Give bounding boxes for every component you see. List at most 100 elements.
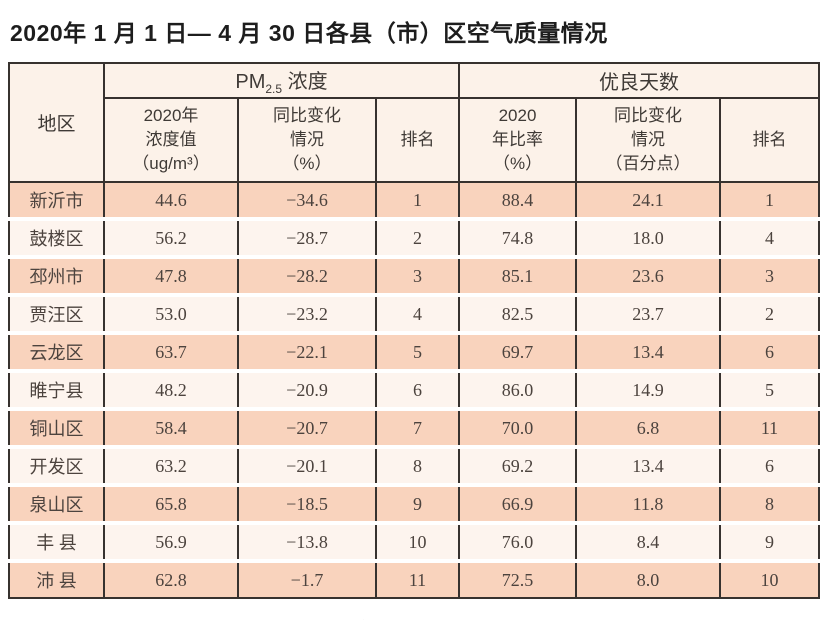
cell-pm-rank: 9 [374,485,461,525]
table-row: 新沂市 44.6 −34.6 1 88.4 24.1 1 [8,182,821,221]
cell-region: 云龙区 [8,333,105,373]
footnote: 注:1.“−”表示下降或减少;2.表中数据采用实况数据统计。 [10,615,825,620]
cell-pm-change: −34.6 [237,182,377,221]
header-gd-ratio: 2020 年比率 （%） [458,97,578,183]
cell-pm-value: 63.7 [103,333,239,373]
cell-region: 贾汪区 [8,295,105,335]
header-pm-2020-value: 2020年 浓度值 （ug/m³） [103,97,239,183]
cell-pm-value: 65.8 [103,485,239,525]
page-title: 2020年 1 月 1 日— 4 月 30 日各县（市）区空气质量情况 [10,20,608,46]
cell-gd-change: 24.1 [575,182,722,221]
cell-pm-change: −22.1 [237,333,377,373]
cell-pm-rank: 3 [374,257,461,297]
cell-pm-value: 62.8 [103,561,239,599]
header-gd-rank: 排名 [719,97,821,183]
cell-gd-ratio: 66.9 [458,485,578,525]
cell-gd-rank: 4 [719,219,821,259]
cell-gd-change: 23.7 [575,295,722,335]
cell-gd-ratio: 69.2 [458,447,578,487]
cell-pm-value: 44.6 [103,182,239,221]
cell-gd-rank: 9 [719,523,821,563]
cell-pm-value: 58.4 [103,409,239,449]
cell-gd-change: 6.8 [575,409,722,449]
pm25-label-prefix: PM [235,71,266,93]
cell-pm-change: −20.1 [237,447,377,487]
cell-gd-change: 18.0 [575,219,722,259]
cell-region: 邳州市 [8,257,105,297]
cell-gd-ratio: 88.4 [458,182,578,221]
cell-region: 沛 县 [8,561,105,599]
cell-region: 丰 县 [8,523,105,563]
air-quality-table: 地区 PM2.5 浓度 优良天数 2020年 浓度值 （ug/m³） 同比变化 … [8,62,821,599]
cell-pm-change: −28.7 [237,219,377,259]
cell-pm-rank: 7 [374,409,461,449]
cell-gd-change: 14.9 [575,371,722,411]
cell-gd-rank: 8 [719,485,821,525]
table-row: 鼓楼区 56.2 −28.7 2 74.8 18.0 4 [8,219,821,259]
cell-pm-change: −23.2 [237,295,377,335]
cell-gd-change: 13.4 [575,447,722,487]
cell-region: 睢宁县 [8,371,105,411]
table-row: 泉山区 65.8 −18.5 9 66.9 11.8 8 [8,485,821,525]
cell-pm-rank: 6 [374,371,461,411]
table-row: 邳州市 47.8 −28.2 3 85.1 23.6 3 [8,257,821,297]
cell-gd-change: 23.6 [575,257,722,297]
cell-gd-change: 13.4 [575,333,722,373]
cell-gd-rank: 5 [719,371,821,411]
table-row: 铜山区 58.4 −20.7 7 70.0 6.8 11 [8,409,821,449]
cell-gd-ratio: 72.5 [458,561,578,599]
cell-pm-change: −18.5 [237,485,377,525]
cell-gd-rank: 6 [719,447,821,487]
cell-pm-rank: 8 [374,447,461,487]
cell-region: 铜山区 [8,409,105,449]
table-row: 沛 县 62.8 −1.7 11 72.5 8.0 10 [8,561,821,599]
cell-gd-ratio: 85.1 [458,257,578,297]
cell-gd-rank: 2 [719,295,821,335]
cell-gd-ratio: 82.5 [458,295,578,335]
cell-gd-ratio: 76.0 [458,523,578,563]
cell-pm-value: 56.9 [103,523,239,563]
header-pm-change: 同比变化 情况 （%） [237,97,377,183]
table-header: 地区 PM2.5 浓度 优良天数 2020年 浓度值 （ug/m³） 同比变化 … [8,62,821,183]
cell-pm-value: 48.2 [103,371,239,411]
cell-pm-value: 63.2 [103,447,239,487]
cell-gd-ratio: 70.0 [458,409,578,449]
table-row: 丰 县 56.9 −13.8 10 76.0 8.4 9 [8,523,821,563]
cell-region: 泉山区 [8,485,105,525]
cell-pm-value: 53.0 [103,295,239,335]
cell-pm-rank: 4 [374,295,461,335]
table-body: 新沂市 44.6 −34.6 1 88.4 24.1 1 鼓楼区 56.2 −2… [8,182,821,599]
cell-gd-ratio: 74.8 [458,219,578,259]
cell-gd-change: 8.4 [575,523,722,563]
cell-gd-rank: 1 [719,182,821,221]
cell-region: 新沂市 [8,182,105,221]
table-row: 云龙区 63.7 −22.1 5 69.7 13.4 6 [8,333,821,373]
cell-pm-rank: 11 [374,561,461,599]
cell-pm-change: −20.7 [237,409,377,449]
table-row: 贾汪区 53.0 −23.2 4 82.5 23.7 2 [8,295,821,335]
cell-pm-change: −13.8 [237,523,377,563]
header-region: 地区 [8,62,105,183]
header-gd-change: 同比变化 情况 （百分点） [575,97,722,183]
cell-region: 鼓楼区 [8,219,105,259]
cell-gd-rank: 10 [719,561,821,599]
cell-pm-change: −28.2 [237,257,377,297]
cell-gd-rank: 11 [719,409,821,449]
cell-gd-change: 11.8 [575,485,722,525]
cell-pm-rank: 2 [374,219,461,259]
cell-gd-rank: 3 [719,257,821,297]
cell-gd-rank: 6 [719,333,821,373]
cell-gd-ratio: 69.7 [458,333,578,373]
table-row: 开发区 63.2 −20.1 8 69.2 13.4 6 [8,447,821,487]
cell-pm-rank: 1 [374,182,461,221]
cell-gd-ratio: 86.0 [458,371,578,411]
pm25-label-subscript: 2.5 [265,82,283,96]
header-good-days-group: 优良天数 [458,62,821,99]
cell-gd-change: 8.0 [575,561,722,599]
cell-pm-value: 56.2 [103,219,239,259]
cell-pm-value: 47.8 [103,257,239,297]
cell-region: 开发区 [8,447,105,487]
cell-pm-rank: 5 [374,333,461,373]
table-row: 睢宁县 48.2 −20.9 6 86.0 14.9 5 [8,371,821,411]
